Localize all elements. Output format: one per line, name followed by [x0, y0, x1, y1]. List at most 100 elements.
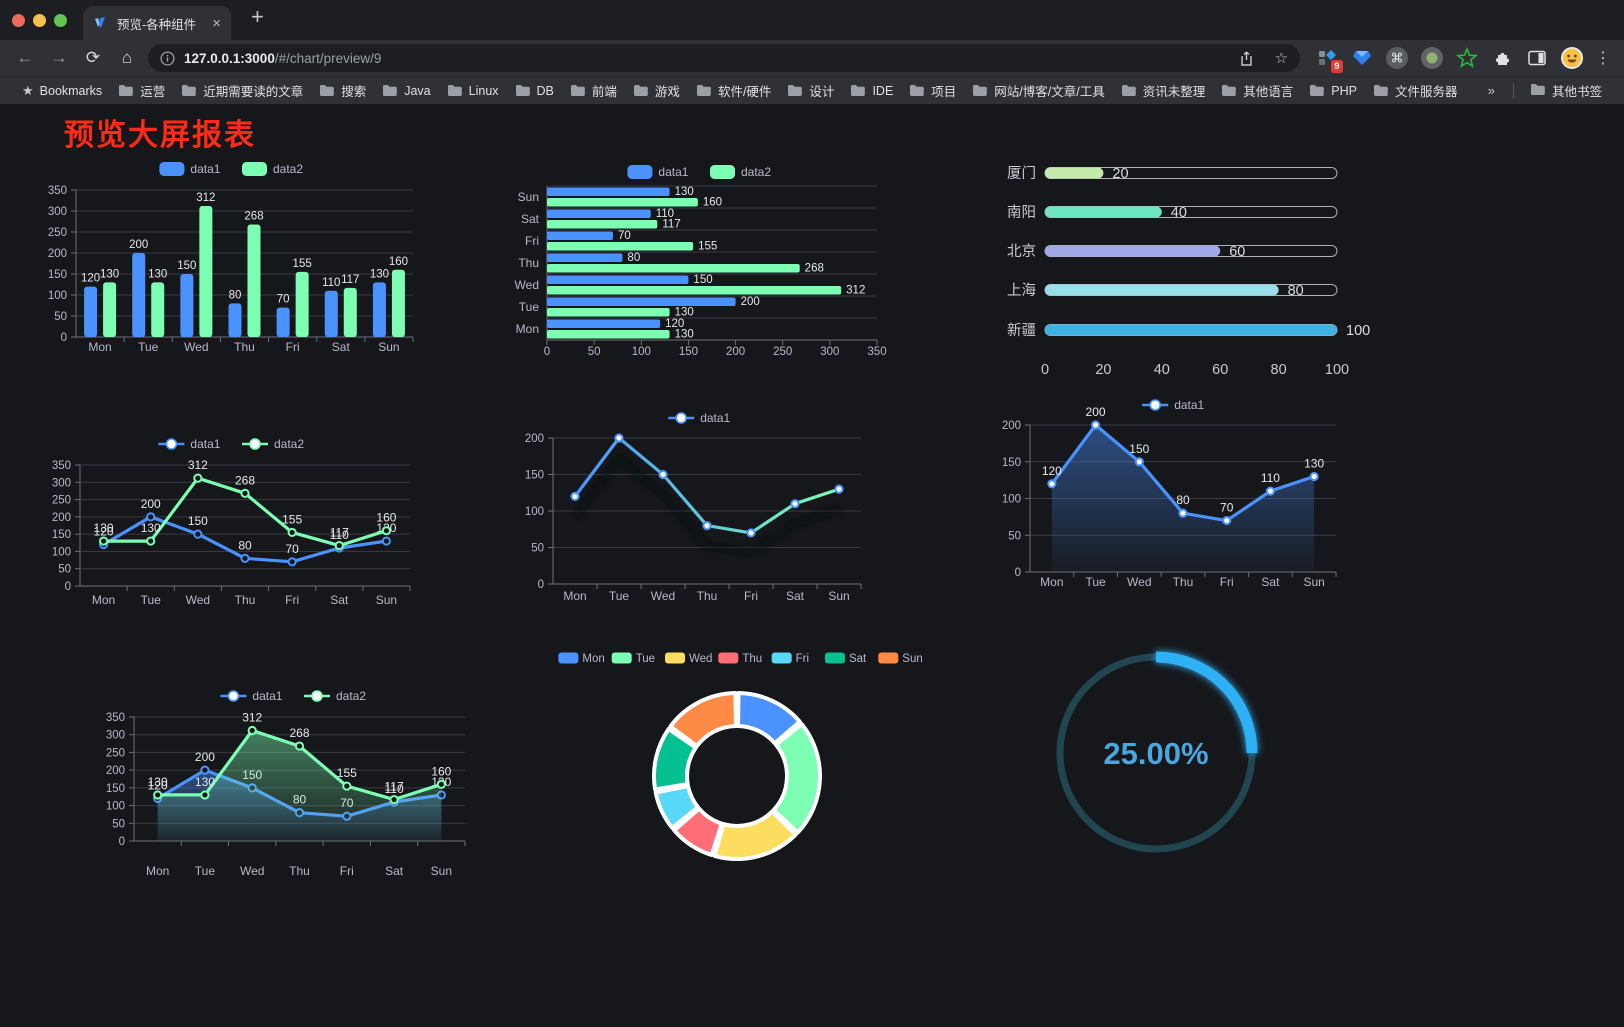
svg-text:130: 130: [370, 268, 389, 280]
svg-text:117: 117: [330, 526, 349, 540]
site-info-icon[interactable]: [160, 50, 175, 66]
chart-legend: data1 data2: [220, 689, 366, 703]
legend-item-Fri[interactable]: Fri: [771, 652, 809, 666]
legend-item-Tue[interactable]: Tue: [611, 652, 655, 666]
legend-item-Sat[interactable]: Sat: [824, 652, 867, 666]
profile-avatar[interactable]: [1559, 45, 1585, 71]
svg-text:50: 50: [58, 564, 71, 576]
close-tab-icon[interactable]: ×: [212, 14, 221, 32]
svg-text:0: 0: [544, 346, 550, 358]
legend-item-data1[interactable]: data1: [220, 689, 283, 703]
site-favicon-icon: [95, 17, 105, 28]
extension-record-icon[interactable]: [1419, 45, 1445, 71]
svg-text:50: 50: [112, 818, 125, 830]
svg-text:0: 0: [119, 836, 125, 848]
bookmark-folder-label: Linux: [468, 83, 499, 98]
svg-text:data2: data2: [274, 437, 304, 451]
legend-item-data2[interactable]: data2: [304, 689, 366, 703]
svg-text:110: 110: [1261, 471, 1280, 485]
chart-axes: 0 50 100 150 200 250 300 350 Mon Tue Wed Thu Fri Sat S…: [52, 460, 411, 607]
legend-item-data2[interactable]: data2: [710, 165, 771, 179]
bookmark-folder-item[interactable]: Java: [374, 81, 438, 100]
bookmark-folder-item[interactable]: 网站/博客/文章/工具: [964, 81, 1112, 100]
bookmark-folder-item[interactable]: 搜索: [311, 81, 374, 100]
folder-icon: [696, 85, 711, 96]
svg-text:Mon: Mon: [92, 593, 115, 607]
bookmark-folder-item[interactable]: 其他语言: [1213, 81, 1301, 100]
bookmarks-bar: ★ Bookmarks 运营 近期需要读的文章 搜索 Java Linux DB 前端 游戏 软…: [0, 76, 1624, 104]
bookmark-folder-item[interactable]: 资讯未整理: [1113, 81, 1214, 100]
svg-text:130: 130: [100, 268, 119, 280]
side-panel-icon[interactable]: [1524, 45, 1550, 71]
bookmark-folder-item[interactable]: 设计: [779, 81, 842, 100]
bookmark-folder-item[interactable]: 软件/硬件: [688, 81, 779, 100]
svg-text:20: 20: [1095, 362, 1111, 378]
bookmark-folder-item[interactable]: 前端: [562, 81, 625, 100]
legend-item-data1[interactable]: data1: [158, 437, 221, 451]
folder-icon: [788, 85, 803, 96]
folder-icon: [570, 85, 585, 96]
maximize-window-button[interactable]: [54, 14, 67, 27]
back-button[interactable]: ←: [16, 48, 34, 67]
bookmark-folder-item[interactable]: IDE: [842, 81, 901, 100]
legend-item-Thu[interactable]: Thu: [718, 652, 762, 666]
bookmark-folder-item[interactable]: PHP: [1301, 81, 1365, 100]
legend-item-data2[interactable]: data2: [242, 162, 303, 176]
reload-button[interactable]: ⟳: [85, 48, 101, 67]
svg-text:150: 150: [177, 260, 196, 272]
bookmark-folder-item[interactable]: 游戏: [625, 81, 688, 100]
bookmark-star-icon[interactable]: ☆: [1274, 50, 1288, 67]
series-data2: 130 130 312 268 155 117 160: [94, 458, 397, 551]
close-window-button[interactable]: [12, 14, 25, 27]
legend-item-data1[interactable]: data1: [1142, 398, 1205, 412]
browser-tab[interactable]: 预览-各种组件 ×: [83, 6, 231, 40]
svg-text:Sat: Sat: [786, 589, 805, 603]
legend-item-Wed[interactable]: Wed: [665, 652, 712, 666]
svg-text:70: 70: [618, 230, 631, 242]
legend-item-Mon[interactable]: Mon: [558, 652, 605, 666]
home-button[interactable]: ⌂: [121, 48, 133, 67]
legend-item-data1[interactable]: data1: [159, 162, 221, 176]
svg-text:北京: 北京: [1007, 243, 1036, 260]
new-tab-button[interactable]: +: [251, 4, 264, 29]
svg-text:40: 40: [1171, 205, 1187, 221]
extension-badge: 9: [1330, 60, 1343, 73]
extension-command-icon[interactable]: ⌘: [1384, 45, 1410, 71]
legend-item-Sun[interactable]: Sun: [878, 652, 923, 666]
address-bar[interactable]: 127.0.0.1:3000/#/chart/preview/9 ☆: [148, 44, 1300, 72]
progress-fill: [1045, 284, 1279, 296]
svg-text:Sat: Sat: [330, 593, 349, 607]
bookmark-folder-item[interactable]: 运营: [110, 81, 173, 100]
svg-text:160: 160: [389, 256, 408, 268]
bookmarks-overflow-icon[interactable]: »: [1487, 83, 1495, 98]
extensions-puzzle-icon[interactable]: [1489, 45, 1515, 71]
forward-button[interactable]: →: [50, 48, 68, 67]
share-icon[interactable]: [1238, 50, 1255, 67]
legend-item-data1[interactable]: data1: [668, 411, 731, 425]
extension-grid-icon[interactable]: 9: [1314, 45, 1343, 73]
chart-legend: data1: [1142, 398, 1205, 412]
bookmark-folder-item[interactable]: 近期需要读的文章: [173, 81, 311, 100]
bookmark-folder-label: 其他语言: [1243, 85, 1294, 99]
bookmark-folder-item[interactable]: Linux: [439, 81, 507, 100]
svg-text:100: 100: [632, 346, 651, 358]
other-bookmarks-folder[interactable]: 其他书签: [1522, 81, 1610, 100]
bookmark-folder-label: PHP: [1331, 83, 1357, 98]
legend-item-data2[interactable]: data2: [242, 437, 304, 451]
tab-strip: 预览-各种组件 × +: [0, 0, 1624, 40]
bookmark-folder-item[interactable]: 项目: [901, 81, 964, 100]
extension-gem-icon[interactable]: [1349, 45, 1375, 71]
bookmarks-manager[interactable]: ★ Bookmarks: [14, 83, 110, 99]
svg-text:350: 350: [52, 460, 71, 472]
browser-menu-icon[interactable]: ⋮: [1595, 50, 1611, 67]
series-data1: 120 200 150 80 70 110 130: [81, 239, 389, 337]
area-fill: [1051, 425, 1315, 572]
legend-item-data1[interactable]: data1: [627, 165, 689, 179]
svg-text:200: 200: [48, 248, 67, 260]
donut-slice-Sat: [652, 727, 698, 792]
svg-text:Sat: Sat: [521, 212, 540, 226]
minimize-window-button[interactable]: [33, 14, 46, 27]
bookmark-folder-item[interactable]: DB: [507, 81, 562, 100]
extension-star-icon[interactable]: [1454, 45, 1480, 71]
bookmark-folder-item[interactable]: 文件服务器: [1365, 81, 1466, 100]
